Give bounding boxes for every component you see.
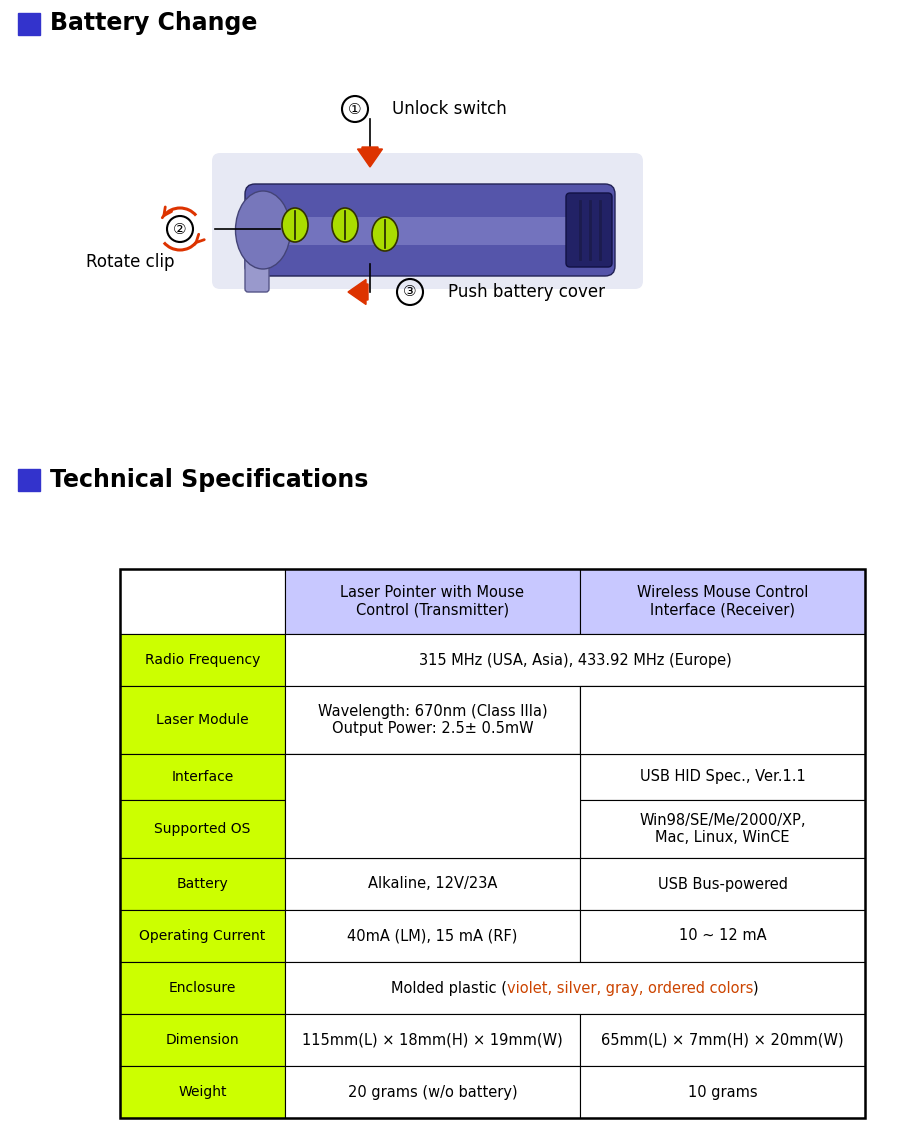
Text: ③: ③ xyxy=(403,285,417,300)
Text: Laser Pointer with Mouse
Control (Transmitter): Laser Pointer with Mouse Control (Transm… xyxy=(340,585,524,617)
Text: Battery Change: Battery Change xyxy=(50,11,257,35)
Text: Enclosure: Enclosure xyxy=(169,981,236,995)
Bar xyxy=(285,634,865,686)
Text: Battery: Battery xyxy=(177,877,228,891)
Bar xyxy=(580,686,865,754)
Text: Wireless Mouse Control
Interface (Receiver): Wireless Mouse Control Interface (Receiv… xyxy=(637,585,808,617)
Ellipse shape xyxy=(372,218,398,251)
Bar xyxy=(120,800,285,858)
Text: Unlock switch: Unlock switch xyxy=(392,100,507,118)
Text: 10 grams: 10 grams xyxy=(687,1084,758,1099)
Text: Laser Module: Laser Module xyxy=(156,713,249,727)
FancyBboxPatch shape xyxy=(245,185,615,276)
Bar xyxy=(120,570,285,634)
Text: violet, silver, gray, ordered colors: violet, silver, gray, ordered colors xyxy=(507,981,753,995)
Text: Molded plastic (: Molded plastic ( xyxy=(391,981,507,995)
Bar xyxy=(120,754,285,800)
Bar xyxy=(120,634,285,686)
Bar xyxy=(580,570,865,634)
Text: 10 ~ 12 mA: 10 ~ 12 mA xyxy=(678,928,767,943)
Bar xyxy=(580,858,865,910)
Text: ②: ② xyxy=(173,221,187,237)
Text: Supported OS: Supported OS xyxy=(154,822,251,836)
Bar xyxy=(120,858,285,910)
Text: ): ) xyxy=(753,981,759,995)
Bar xyxy=(285,1066,580,1118)
Ellipse shape xyxy=(282,208,308,241)
Bar xyxy=(120,910,285,962)
Text: 65mm(L) × 7mm(H) × 20mm(W): 65mm(L) × 7mm(H) × 20mm(W) xyxy=(602,1032,843,1048)
Bar xyxy=(580,800,865,858)
Bar xyxy=(285,1014,580,1066)
Text: Dimension: Dimension xyxy=(166,1033,239,1047)
FancyBboxPatch shape xyxy=(566,192,612,267)
Text: Operating Current: Operating Current xyxy=(140,929,265,943)
Text: 315 MHz (USA, Asia), 433.92 MHz (Europe): 315 MHz (USA, Asia), 433.92 MHz (Europe) xyxy=(419,653,732,667)
FancyBboxPatch shape xyxy=(256,218,594,245)
Text: Win98/SE/Me/2000/XP,
Mac, Linux, WinCE: Win98/SE/Me/2000/XP, Mac, Linux, WinCE xyxy=(640,813,805,845)
Text: Wavelength: 670nm (Class IIIa)
Output Power: 2.5± 0.5mW: Wavelength: 670nm (Class IIIa) Output Po… xyxy=(318,704,548,736)
Text: Technical Specifications: Technical Specifications xyxy=(50,468,368,492)
Ellipse shape xyxy=(332,208,358,241)
Bar xyxy=(120,1066,285,1118)
Text: 115mm(L) × 18mm(H) × 19mm(W): 115mm(L) × 18mm(H) × 19mm(W) xyxy=(302,1032,563,1048)
Text: Weight: Weight xyxy=(179,1085,226,1099)
Bar xyxy=(120,570,865,1118)
Text: Alkaline, 12V/23A: Alkaline, 12V/23A xyxy=(368,877,497,892)
Text: USB HID Spec., Ver.1.1: USB HID Spec., Ver.1.1 xyxy=(640,770,805,785)
Text: ①: ① xyxy=(348,101,362,116)
Bar xyxy=(120,1014,285,1066)
Bar xyxy=(285,686,580,754)
Bar xyxy=(285,754,580,800)
FancyArrow shape xyxy=(357,147,382,167)
Bar xyxy=(18,13,40,35)
Ellipse shape xyxy=(235,191,290,269)
Bar xyxy=(285,962,865,1014)
Bar xyxy=(18,469,40,491)
Bar xyxy=(580,1014,865,1066)
FancyBboxPatch shape xyxy=(212,153,643,289)
Text: Rotate clip: Rotate clip xyxy=(86,253,174,271)
Bar xyxy=(285,754,580,858)
Bar xyxy=(580,686,865,754)
Bar xyxy=(580,910,865,962)
Bar xyxy=(120,962,285,1014)
Text: 40mA (LM), 15 mA (RF): 40mA (LM), 15 mA (RF) xyxy=(347,928,518,943)
Bar xyxy=(580,754,865,800)
Bar xyxy=(285,910,580,962)
Bar xyxy=(285,858,580,910)
Bar xyxy=(580,1066,865,1118)
Bar xyxy=(120,686,285,754)
FancyArrow shape xyxy=(348,279,368,304)
FancyBboxPatch shape xyxy=(245,224,269,292)
Text: 20 grams (w/o battery): 20 grams (w/o battery) xyxy=(347,1084,518,1099)
Text: USB Bus-powered: USB Bus-powered xyxy=(658,877,787,892)
Text: Radio Frequency: Radio Frequency xyxy=(145,653,260,667)
Text: Interface: Interface xyxy=(171,770,234,784)
Bar xyxy=(285,800,580,858)
Text: Push battery cover: Push battery cover xyxy=(448,282,605,301)
Bar xyxy=(285,570,580,634)
